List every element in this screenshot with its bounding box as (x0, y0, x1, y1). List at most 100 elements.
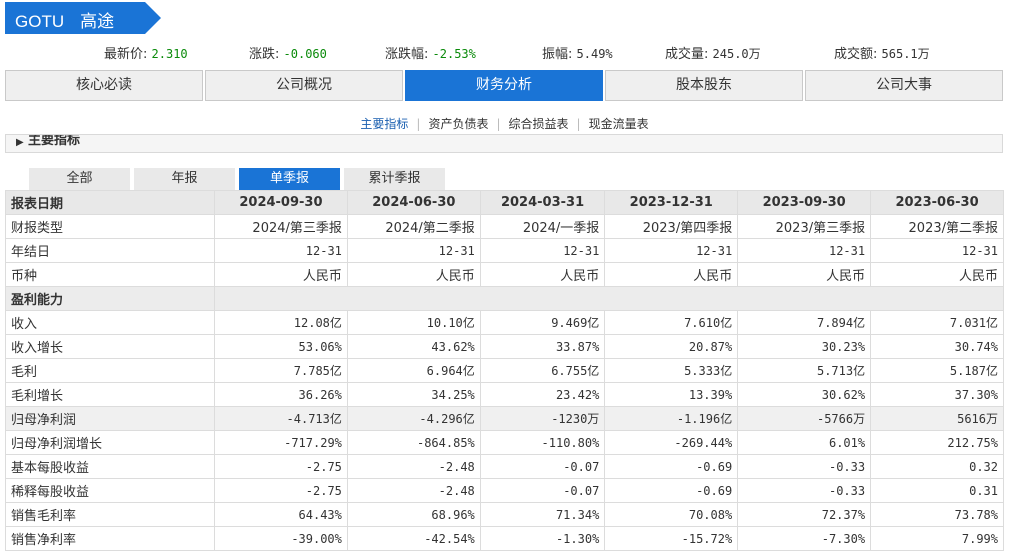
sub-tabs: 主要指标 | 资产负债表 | 综合损益表 | 现金流量表 (0, 115, 1009, 132)
table-cell: -42.54% (346, 526, 481, 551)
table-cell: 64.43% (214, 502, 348, 527)
table-cell: -15.72% (604, 526, 739, 551)
table-cell: 人民币 (870, 262, 1004, 287)
period-tabs: 全部 年报 单季报 累计季报 (29, 168, 449, 190)
quote-amplitude: 振幅: 5.49% (542, 47, 613, 62)
table-cell: -0.07 (479, 454, 606, 479)
table-cell: 7.785亿 (214, 358, 348, 383)
table-cell: -1.30% (479, 526, 606, 551)
subtab-income-statement[interactable]: 综合损益表 (508, 117, 569, 131)
triangle-right-icon: ▶ (16, 137, 24, 148)
table-cell: 12-31 (870, 238, 1004, 263)
quote-bar: 最新价: 2.310 涨跌: -0.060 涨跌幅: -2.53% 振幅: 5.… (0, 43, 1009, 62)
table-cell: 5.187亿 (870, 358, 1004, 383)
table-cell: 2023/第三季报 (737, 214, 872, 239)
table-cell: -269.44% (604, 430, 739, 455)
table-cell: -4.296亿 (346, 406, 481, 431)
table-header-date: 2024-03-31 (479, 190, 606, 215)
table-cell: -2.75 (214, 478, 348, 503)
table-cell: 2024/一季报 (479, 214, 606, 239)
subtab-separator: | (496, 117, 501, 131)
table-cell: 9.469亿 (479, 310, 606, 335)
table-row: 归母净利润 -4.713亿 -4.296亿 -1230万 -1.196亿 -5766万 56… (5, 406, 1004, 431)
table-cell: 6.01% (737, 430, 872, 455)
table-cell: -110.80% (479, 430, 606, 455)
table-cell: 5.713亿 (737, 358, 872, 383)
table-cell: 212.75% (870, 430, 1004, 455)
table-cell: -2.48 (346, 454, 481, 479)
table-cell: 0.31 (870, 478, 1004, 503)
stock-title-banner: GOTU 高途 (5, 2, 161, 34)
table-cell: 7.610亿 (604, 310, 739, 335)
tab-company-events[interactable]: 公司大事 (805, 70, 1003, 101)
subtab-separator: | (576, 117, 581, 131)
table-header-date: 2024-06-30 (346, 190, 481, 215)
table-cell: -4.713亿 (214, 406, 348, 431)
table-cell: -0.07 (479, 478, 606, 503)
table-cell: 人民币 (737, 262, 872, 287)
table-cell: 34.25% (346, 382, 481, 407)
table-cell: -5766万 (737, 406, 872, 431)
tab-shareholders[interactable]: 股本股东 (605, 70, 803, 101)
row-label: 销售净利率 (5, 526, 215, 551)
table-cell: 12.08亿 (214, 310, 348, 335)
table-cell: 2023/第二季报 (870, 214, 1004, 239)
table-cell: 人民币 (346, 262, 481, 287)
period-tab-all[interactable]: 全部 (29, 168, 130, 190)
financial-indicators-table: 报表日期 2024-09-30 2024-06-30 2024-03-31 2023-1… (5, 190, 1004, 551)
table-cell: -2.48 (346, 478, 481, 503)
main-tabs: 核心必读 公司概况 财务分析 股本股东 公司大事 (5, 70, 1003, 101)
period-tab-single-quarter[interactable]: 单季报 (239, 168, 340, 190)
table-cell: -864.85% (346, 430, 481, 455)
table-cell: 7.031亿 (870, 310, 1004, 335)
table-cell: 12-31 (604, 238, 739, 263)
row-label: 基本每股收益 (5, 454, 215, 479)
table-cell: 0.32 (870, 454, 1004, 479)
subtab-separator: | (416, 117, 421, 131)
group-filler (214, 286, 1004, 311)
section-title: 主要指标 (28, 134, 81, 148)
period-tab-annual[interactable]: 年报 (134, 168, 235, 190)
row-label: 财报类型 (5, 214, 215, 239)
subtab-key-indicators[interactable]: 主要指标 (360, 117, 409, 131)
row-label: 归母净利润增长 (5, 430, 215, 455)
table-cell: -1.196亿 (604, 406, 739, 431)
table-cell: 12-31 (479, 238, 606, 263)
quote-change: 涨跌: -0.060 (249, 47, 327, 62)
table-cell: 5.333亿 (604, 358, 739, 383)
table-cell: 20.87% (604, 334, 739, 359)
row-label: 盈利能力 (5, 286, 215, 311)
table-row: 销售毛利率 64.43% 68.96% 71.34% 70.08% 72.37% 73.78… (5, 502, 1004, 527)
table-header-date: 2023-06-30 (870, 190, 1004, 215)
banner-shape (5, 2, 161, 34)
row-label: 币种 (5, 262, 215, 287)
table-cell: 人民币 (214, 262, 348, 287)
table-cell: 7.99% (870, 526, 1004, 551)
period-tab-cumulative-quarter[interactable]: 累计季报 (344, 168, 445, 190)
table-cell: 72.37% (737, 502, 872, 527)
quote-change-pct: 涨跌幅: -2.53% (385, 47, 476, 62)
table-cell: 23.42% (479, 382, 606, 407)
table-cell: -1230万 (479, 406, 606, 431)
table-cell: -0.69 (604, 478, 739, 503)
table-cell: 人民币 (604, 262, 739, 287)
table-header-date: 2023-12-31 (604, 190, 739, 215)
tab-core-reading[interactable]: 核心必读 (5, 70, 203, 101)
table-row: 基本每股收益 -2.75 -2.48 -0.07 -0.69 -0.33 0.32 (5, 454, 1004, 479)
table-cell: 2024/第二季报 (346, 214, 481, 239)
subtab-balance-sheet[interactable]: 资产负债表 (428, 117, 489, 131)
row-label: 稀释每股收益 (5, 478, 215, 503)
table-cell: 30.23% (737, 334, 872, 359)
table-cell: 12-31 (214, 238, 348, 263)
table-cell: 6.755亿 (479, 358, 606, 383)
tab-company-profile[interactable]: 公司概况 (205, 70, 403, 101)
table-cell: 12-31 (737, 238, 872, 263)
table-cell: -0.33 (737, 454, 872, 479)
table-cell: 7.894亿 (737, 310, 872, 335)
table-cell: -7.30% (737, 526, 872, 551)
subtab-cash-flow[interactable]: 现金流量表 (588, 117, 649, 131)
row-label: 销售毛利率 (5, 502, 215, 527)
table-cell: 6.964亿 (346, 358, 481, 383)
table-cell: 71.34% (479, 502, 606, 527)
tab-financial-analysis[interactable]: 财务分析 (405, 70, 603, 101)
